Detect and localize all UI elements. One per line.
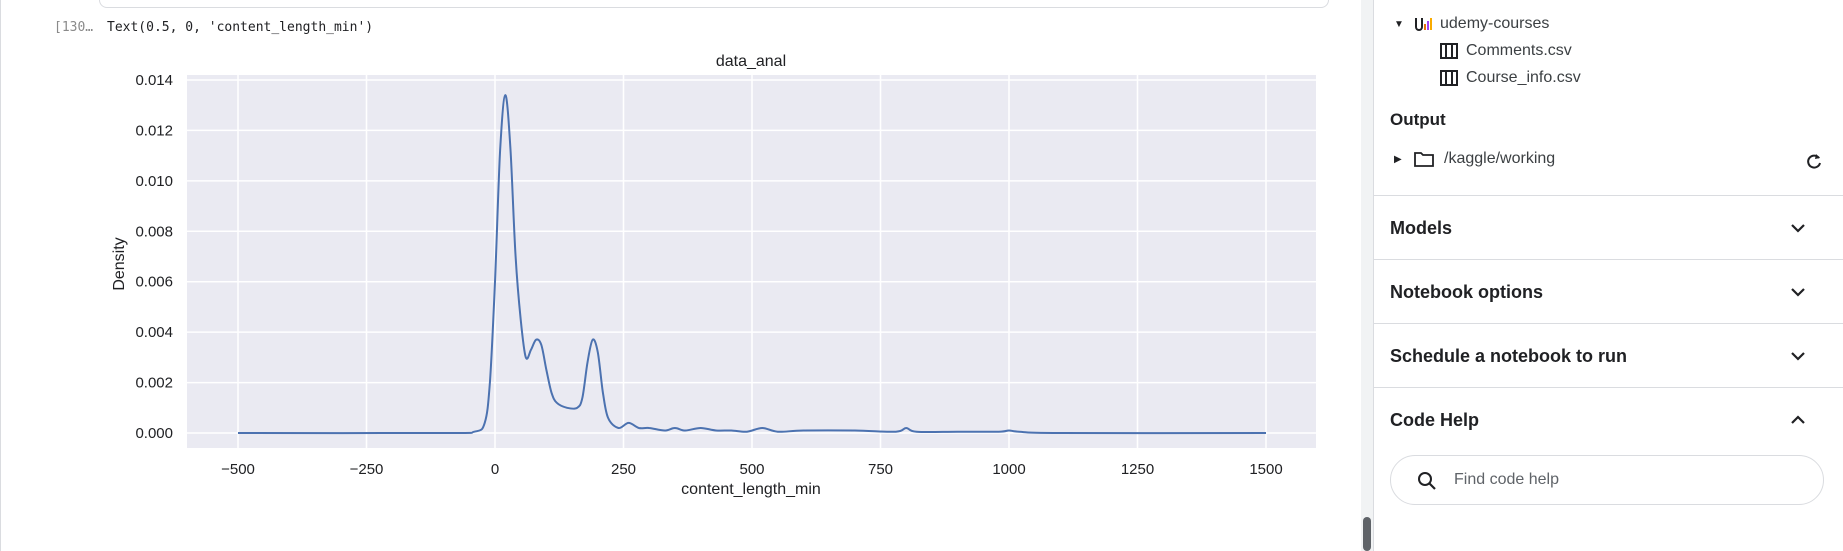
caret-down-icon[interactable]: ▼ xyxy=(1394,18,1404,30)
search-icon xyxy=(1417,471,1437,496)
dataset-row[interactable]: ▼ udemy-courses xyxy=(1394,15,1549,33)
output-heading: Output xyxy=(1390,110,1446,129)
x-tick-labels: −500 −250 0 250 500 750 1000 1250 1500 xyxy=(221,461,1283,478)
notebook-options-section[interactable]: Notebook options xyxy=(1374,259,1843,324)
cell-output-text: Text(0.5, 0, 'content_length_min') xyxy=(107,20,374,35)
models-section[interactable]: Models xyxy=(1374,195,1843,260)
chart-title: data_anal xyxy=(716,53,786,70)
sidebar: ▼ udemy-courses Comments.csv Course_info… xyxy=(1373,0,1843,551)
dataset-icon xyxy=(1414,15,1432,33)
dataset-name: udemy-courses xyxy=(1440,15,1550,32)
scrollbar-track[interactable] xyxy=(1361,0,1373,551)
code-help-search[interactable]: Find code help xyxy=(1390,455,1824,505)
code-help-section[interactable]: Code Help xyxy=(1374,387,1843,452)
x-tick-label: 1500 xyxy=(1249,461,1282,478)
table-icon xyxy=(1440,43,1458,59)
output-folder-row[interactable]: ▶ /kaggle/working xyxy=(1394,150,1555,168)
refresh-icon[interactable] xyxy=(1805,152,1823,175)
schedule-section[interactable]: Schedule a notebook to run xyxy=(1374,323,1843,388)
execution-count: [130… xyxy=(54,20,94,35)
scrollbar-thumb[interactable] xyxy=(1363,517,1371,551)
y-tick-label: 0.014 xyxy=(135,72,173,89)
x-tick-label: 750 xyxy=(868,461,893,478)
y-tick-labels: 0.000 0.002 0.004 0.006 0.008 0.010 0.012 0.014 xyxy=(135,72,173,442)
x-tick-label: −500 xyxy=(221,461,255,478)
section-label: Schedule a notebook to run xyxy=(1390,346,1628,366)
file-row[interactable]: Course_info.csv xyxy=(1440,69,1581,87)
x-tick-label: −250 xyxy=(350,461,384,478)
caret-right-icon[interactable]: ▶ xyxy=(1394,153,1402,165)
x-tick-label: 1250 xyxy=(1121,461,1154,478)
folder-icon xyxy=(1414,151,1434,167)
chevron-up-icon[interactable] xyxy=(1788,410,1808,430)
chevron-down-icon[interactable] xyxy=(1788,282,1808,302)
y-tick-label: 0.010 xyxy=(135,173,173,190)
notebook-area: [130… Text(0.5, 0, 'content_length_min')… xyxy=(0,0,1329,551)
section-label: Models xyxy=(1390,218,1453,238)
chevron-down-icon[interactable] xyxy=(1788,346,1808,366)
x-tick-label: 1000 xyxy=(992,461,1025,478)
y-tick-label: 0.008 xyxy=(135,223,173,240)
section-label: Notebook options xyxy=(1390,282,1543,302)
x-tick-label: 250 xyxy=(611,461,636,478)
y-tick-label: 0.002 xyxy=(135,375,173,392)
file-name: Course_info.csv xyxy=(1466,69,1581,86)
x-axis-label: content_length_min xyxy=(681,481,821,498)
file-name: Comments.csv xyxy=(1466,42,1572,59)
y-tick-label: 0.006 xyxy=(135,274,173,291)
output-path: /kaggle/working xyxy=(1444,150,1556,167)
y-tick-label: 0.004 xyxy=(135,324,173,341)
search-input[interactable]: Find code help xyxy=(1454,471,1559,488)
y-axis-label: Density xyxy=(111,237,128,290)
table-icon xyxy=(1440,70,1458,86)
x-tick-label: 0 xyxy=(491,461,499,478)
section-label: Code Help xyxy=(1390,410,1480,430)
y-tick-label: 0.012 xyxy=(135,122,173,139)
kde-line xyxy=(237,94,1267,435)
file-row[interactable]: Comments.csv xyxy=(1440,42,1572,60)
y-tick-label: 0.000 xyxy=(135,425,173,442)
density-chart: −500 −250 0 250 500 750 1000 1250 1500 0.0000.00… xyxy=(111,53,1316,498)
chevron-down-icon[interactable] xyxy=(1788,218,1808,238)
x-tick-label: 500 xyxy=(739,461,764,478)
